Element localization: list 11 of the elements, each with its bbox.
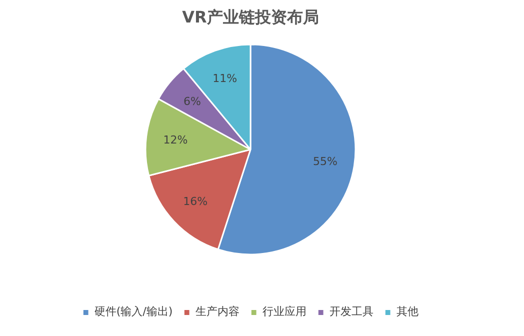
legend-label: 生产内容	[196, 304, 240, 319]
chart-title: VR产业链投资布局	[182, 8, 319, 26]
data-label: 16%	[183, 194, 208, 208]
legend-label: 硬件(输入/输出)	[94, 304, 173, 319]
data-label: 55%	[312, 154, 338, 168]
legend-label: 其他	[396, 304, 419, 319]
data-label: 6%	[184, 94, 201, 108]
legend-label: 行业应用	[262, 304, 307, 319]
data-label: 11%	[212, 72, 238, 85]
data-label: 12%	[163, 134, 188, 147]
legend-label: 开发工具	[330, 304, 374, 319]
